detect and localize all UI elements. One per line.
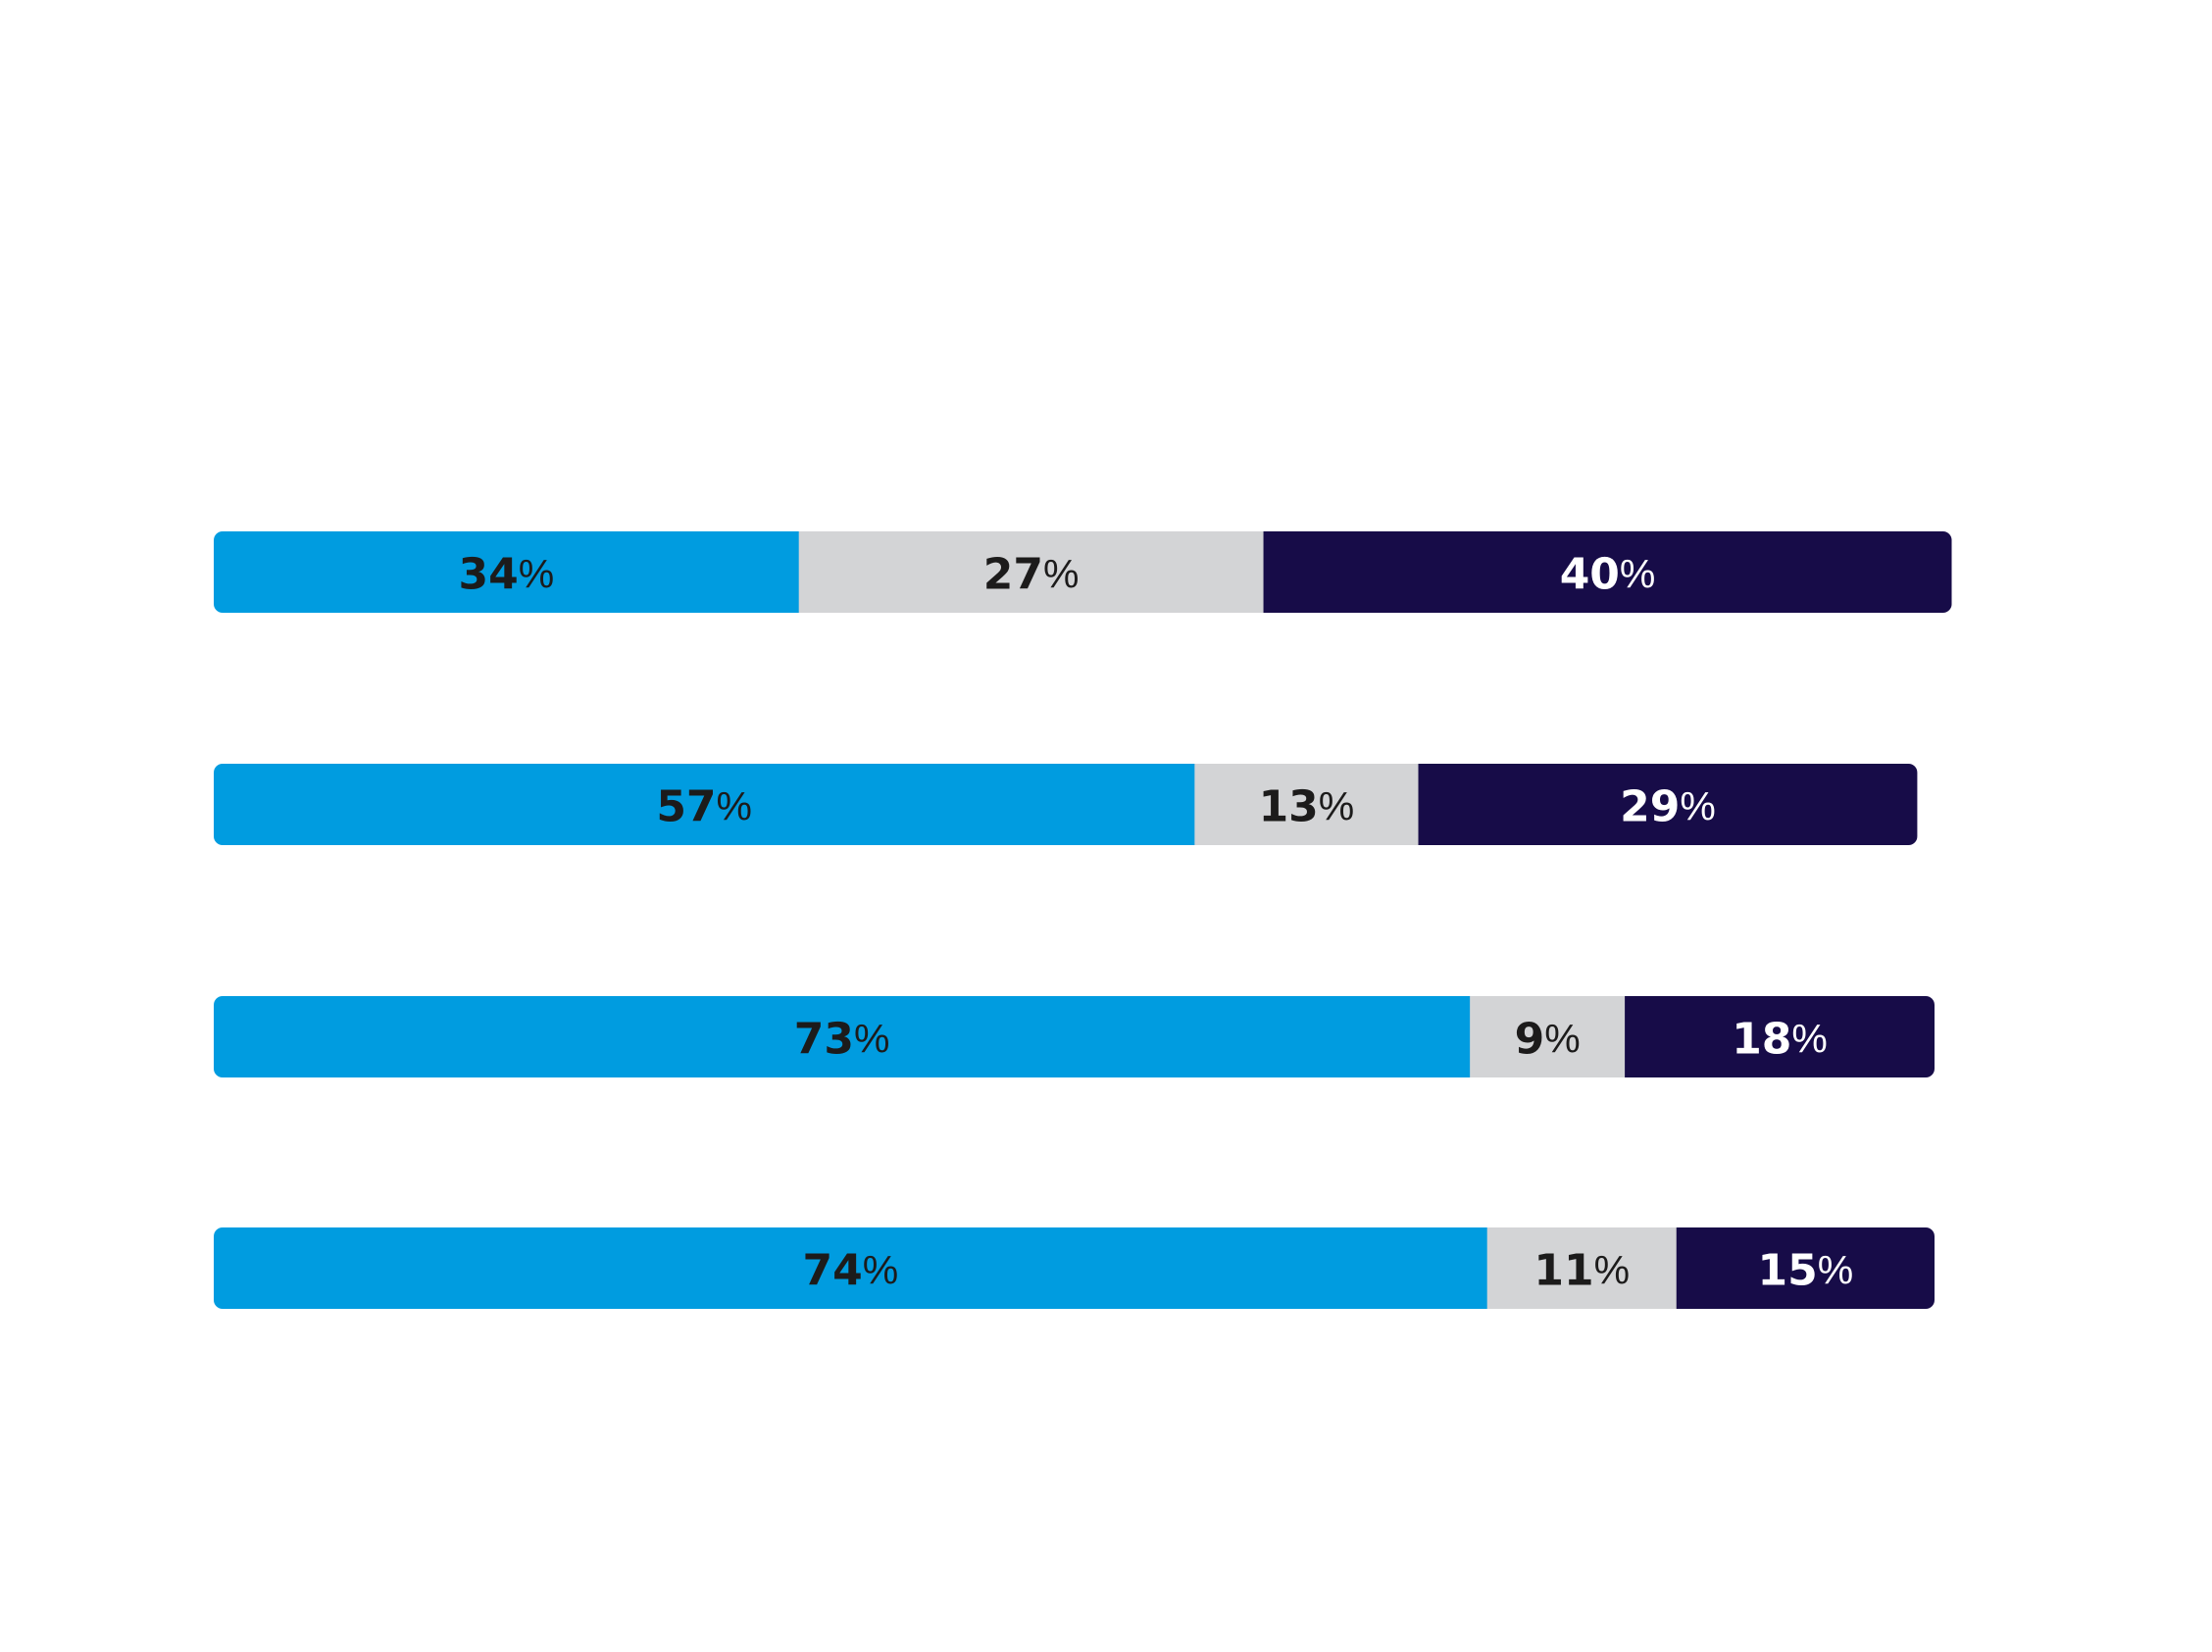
bar-segment-r3-s3 [1625,996,1935,1077]
data-label-r3-s2: 9% [1515,1014,1581,1064]
bar-segment-r3-s2 [1470,996,1626,1077]
bar-row-labels-2: 57% 13% 29% [656,781,1716,831]
bar-segment-r2-s2 [1194,764,1420,845]
data-label-r2-s1: 57% [656,781,752,831]
bar-segment-r4-s1 [214,1227,1488,1309]
bar-row-1 [214,531,1952,613]
data-label-r1-s1: 34% [458,549,554,599]
bar-segment-r2-s1 [214,764,1195,845]
bar-segment-r1-s3 [1263,531,1952,613]
bar-row-4 [214,1227,1935,1309]
bar-row-3 [214,996,1935,1077]
data-label-r4-s2: 11% [1533,1245,1630,1295]
bar-segment-r4-s3 [1676,1227,1935,1309]
bars-layer: 34% 27% 40% 57% 13% 29% 73% 9% 18% 74% 11% 15% [214,531,1952,1309]
bar-row-labels-1: 34% 27% 40% [458,549,1655,599]
data-label-r3-s1: 73% [794,1014,890,1064]
bar-segment-r2-s3 [1418,764,1918,845]
bar-segment-r4-s2 [1486,1227,1678,1309]
bar-row-labels-3: 73% 9% 18% [794,1014,1828,1064]
data-label-r4-s3: 15% [1758,1245,1854,1295]
bar-segment-r3-s1 [214,996,1471,1077]
bar-row-2 [214,764,1918,845]
bar-row-labels-4: 74% 11% 15% [802,1245,1853,1295]
data-label-r2-s2: 13% [1259,781,1355,831]
data-label-r2-s3: 29% [1620,781,1716,831]
data-label-r1-s3: 40% [1560,549,1656,599]
bar-segment-r1-s2 [798,531,1265,613]
data-label-r1-s2: 27% [983,549,1080,599]
data-label-r3-s3: 18% [1732,1014,1828,1064]
bar-segment-r1-s1 [214,531,800,613]
data-label-r4-s1: 74% [802,1245,898,1295]
